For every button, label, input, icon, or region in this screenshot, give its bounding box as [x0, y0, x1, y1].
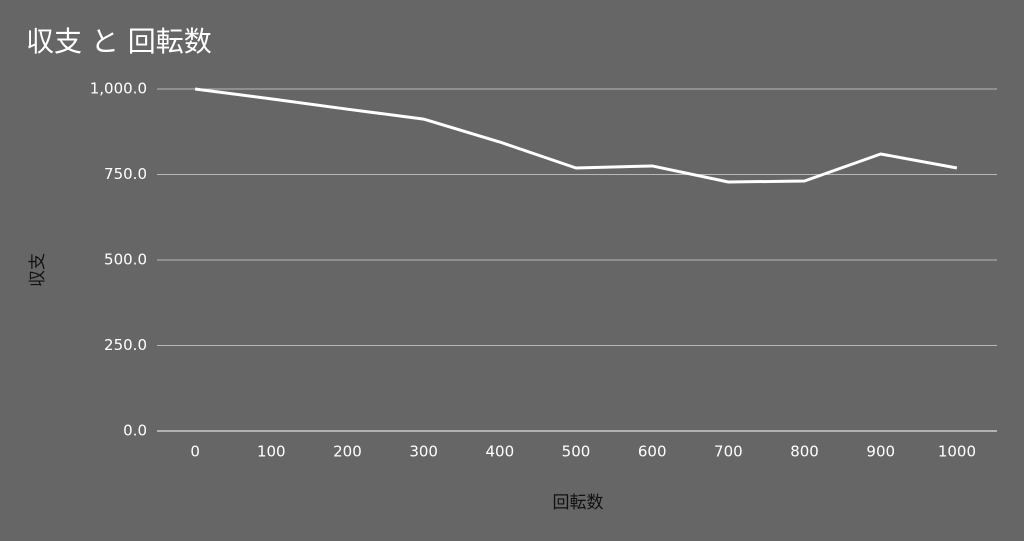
x-tick-label: 100 [257, 443, 286, 461]
y-axis-label: 収支 [28, 253, 48, 287]
x-tick-label: 300 [409, 443, 438, 461]
x-tick-label: 0 [190, 443, 200, 461]
x-tick-label: 600 [638, 443, 667, 461]
y-tick-label: 500.0 [104, 251, 147, 269]
x-tick-label: 200 [333, 443, 362, 461]
x-tick-label: 700 [714, 443, 743, 461]
chart-title: 収支 と 回転数 [26, 25, 212, 58]
x-tick-label: 400 [485, 443, 514, 461]
x-tick-label: 1000 [938, 443, 976, 461]
x-tick-label: 900 [866, 443, 895, 461]
x-tick-label: 500 [562, 443, 591, 461]
y-tick-label: 0.0 [123, 422, 147, 440]
x-tick-label: 800 [790, 443, 819, 461]
line-series [194, 87, 958, 184]
y-tick-label: 250.0 [104, 336, 147, 354]
x-axis-label: 回転数 [553, 493, 604, 513]
y-tick-label: 750.0 [104, 165, 147, 183]
y-tick-label: 1,000.0 [90, 80, 147, 98]
